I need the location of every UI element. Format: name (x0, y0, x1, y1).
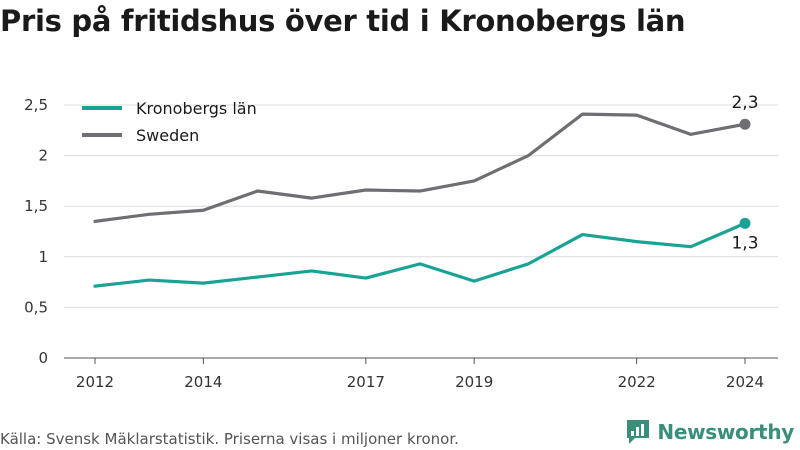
x-tick-label: 2024 (726, 373, 764, 391)
x-tick-label: 2014 (184, 373, 222, 391)
end-value-label: 2,3 (731, 93, 758, 113)
y-tick-label: 2 (38, 147, 48, 165)
x-tick-label: 2012 (76, 373, 114, 391)
y-tick-label: 1 (38, 248, 48, 266)
end-point-marker (739, 217, 751, 229)
legend-label: Sweden (136, 126, 199, 145)
x-tick-label: 2019 (455, 373, 493, 391)
chart-title: Pris på fritidshus över tid i Kronobergs… (0, 4, 686, 38)
newsworthy-logo-icon (627, 420, 650, 444)
line-chart: 0 0,5 1 1,5 2 2,5 2012 2014 2017 2019 2022 2024 1,3 2… (24, 93, 778, 391)
y-tick-label: 0,5 (24, 298, 48, 316)
x-tick-label: 2022 (618, 373, 656, 391)
y-tick-label: 1,5 (24, 197, 48, 215)
source-note: Källa: Svensk Mäklarstatistik. Priserna … (0, 430, 459, 448)
series-line-kronoberg (93, 221, 747, 288)
y-tick-label: 2,5 (24, 96, 48, 114)
series-line-sweden (93, 112, 747, 223)
y-tick-label: 0 (38, 349, 48, 367)
end-point-marker (739, 118, 751, 130)
brand-logo: Newsworthy (625, 418, 794, 446)
x-tick-label: 2017 (347, 373, 385, 391)
end-value-label: 1,3 (731, 233, 758, 253)
legend-label: Kronobergs län (136, 99, 257, 118)
brand-name: Newsworthy (657, 420, 794, 444)
